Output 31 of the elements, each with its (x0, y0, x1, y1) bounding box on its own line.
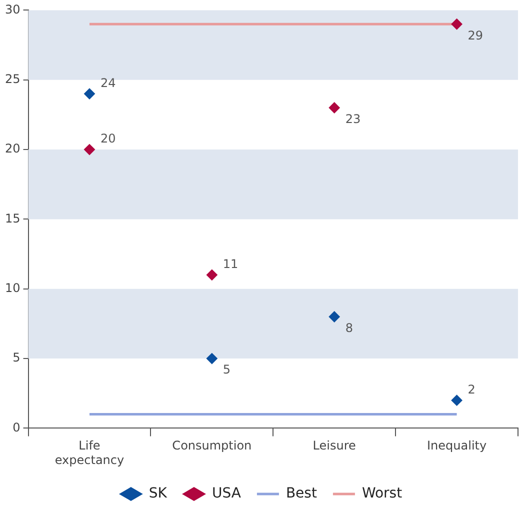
data-label: 8 (345, 320, 353, 335)
x-tick-label: Leisure (312, 438, 356, 453)
legend-label: Best (286, 486, 318, 502)
legend-label: USA (212, 486, 242, 502)
point (328, 311, 340, 322)
data-label: 20 (100, 132, 116, 146)
point (451, 394, 462, 406)
data-label: 2 (468, 382, 476, 396)
y-tick-label: 0 (12, 420, 20, 434)
x-tick-label: Life expectancy (54, 438, 124, 467)
legend-label: SK (148, 486, 168, 502)
y-tick-label: 25 (4, 72, 20, 86)
y-tick-label: 10 (4, 280, 20, 295)
legend-label: Worst (362, 486, 403, 502)
y-tick-label: 5 (12, 350, 20, 365)
point (328, 102, 340, 114)
point (206, 269, 218, 280)
point (451, 18, 462, 30)
y-tick-label: 20 (4, 142, 20, 156)
data-label: 11 (222, 257, 238, 272)
data-label: 5 (222, 362, 231, 377)
y-tick-label: 15 (4, 211, 20, 226)
data-label: 23 (345, 112, 361, 126)
data-label: 29 (468, 28, 484, 42)
point (84, 144, 95, 156)
x-tick-label: Inequality (426, 438, 487, 453)
data-label: 24 (100, 76, 116, 90)
x-tick-label: Consumption (172, 438, 252, 453)
point (206, 353, 218, 364)
point (84, 88, 95, 100)
y-tick-label: 30 (4, 2, 20, 16)
